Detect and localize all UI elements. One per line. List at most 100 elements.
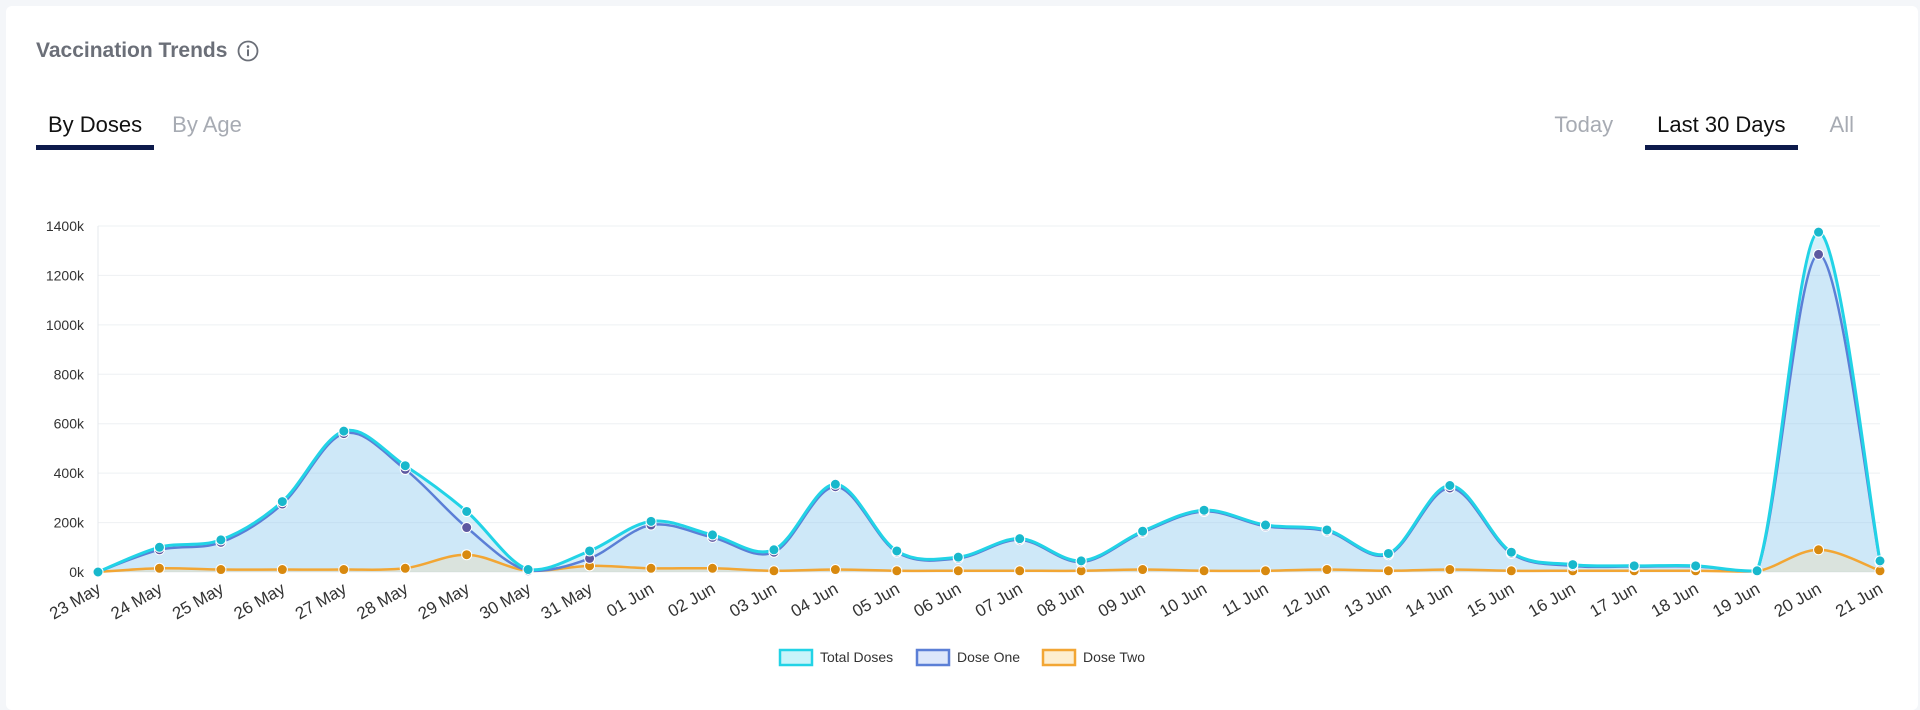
total-doses-point	[276, 496, 288, 508]
vaccination-trends-card: Vaccination Trends By Doses By Age Today…	[6, 6, 1918, 710]
total-doses-point	[1813, 226, 1825, 238]
x-tick-label: 23 May	[46, 579, 104, 624]
x-tick-label: 27 May	[292, 579, 350, 624]
x-tick-label: 12 Jun	[1279, 579, 1333, 621]
dose-two-point	[1260, 565, 1272, 577]
y-tick-label: 200k	[54, 515, 85, 531]
y-tick-label: 800k	[54, 366, 85, 382]
tab-all[interactable]: All	[1829, 112, 1854, 137]
total-doses-point	[1567, 559, 1579, 571]
total-doses-point	[1505, 546, 1517, 558]
total-doses-point	[399, 460, 411, 472]
x-tick-label: 02 Jun	[665, 579, 719, 621]
total-doses-point	[891, 545, 903, 557]
time-range-tabs: Today Last 30 Days All	[1522, 104, 1866, 150]
total-doses-point	[1382, 547, 1394, 559]
x-tick-label: 19 Jun	[1709, 579, 1763, 621]
x-tick-label: 20 Jun	[1771, 579, 1825, 621]
total-doses-point	[1198, 504, 1210, 516]
total-doses-point	[1014, 533, 1026, 545]
x-tick-label: 17 Jun	[1586, 579, 1640, 621]
x-tick-label: 28 May	[353, 579, 411, 624]
dose-two-point	[1198, 565, 1210, 577]
dose-two-point	[706, 562, 718, 574]
x-tick-label: 01 Jun	[603, 579, 657, 621]
y-tick-label: 1200k	[46, 267, 85, 283]
total-doses-point	[768, 544, 780, 556]
total-doses-point	[461, 505, 473, 517]
dose-one-area	[98, 254, 1880, 572]
x-tick-label: 09 Jun	[1095, 579, 1149, 621]
card-header: Vaccination Trends	[36, 39, 259, 63]
x-tick-label: 21 Jun	[1832, 579, 1886, 621]
legend-dose-one-swatch	[915, 648, 951, 667]
total-doses-point	[645, 515, 657, 527]
dose-two-point	[215, 564, 227, 576]
x-tick-label: 24 May	[108, 579, 166, 624]
total-doses-point	[952, 551, 964, 563]
dose-one-point	[1813, 248, 1825, 260]
tab-by-doses[interactable]: By Doses	[36, 104, 155, 150]
y-tick-label: 0k	[69, 564, 85, 580]
legend-total-doses-label: Total Doses	[820, 649, 893, 665]
x-tick-label: 08 Jun	[1033, 579, 1087, 621]
dose-two-point	[1321, 564, 1333, 576]
card-title: Vaccination Trends	[36, 39, 228, 62]
total-doses-point	[153, 541, 165, 553]
total-doses-point	[1690, 560, 1702, 572]
x-tick-label: 18 Jun	[1648, 579, 1702, 621]
y-tick-label: 400k	[54, 465, 85, 481]
dose-two-point	[1813, 544, 1825, 556]
total-doses-point	[92, 566, 104, 578]
dose-two-point	[829, 564, 841, 576]
x-tick-label: 29 May	[415, 579, 473, 624]
dose-two-point	[1382, 565, 1394, 577]
total-doses-point	[338, 425, 350, 437]
tab-today[interactable]: Today	[1554, 112, 1614, 137]
dose-two-point	[276, 564, 288, 576]
total-doses-point	[829, 478, 841, 490]
x-tick-label: 14 Jun	[1402, 579, 1456, 621]
x-tick-label: 03 Jun	[726, 579, 780, 621]
y-tick-label: 1000k	[46, 317, 85, 333]
dose-two-point	[891, 565, 903, 577]
y-tick-label: 600k	[54, 416, 85, 432]
x-tick-label: 30 May	[476, 579, 534, 624]
dose-one-point	[461, 522, 473, 534]
legend-dose-one-label: Dose One	[957, 649, 1020, 665]
total-doses-point	[1321, 524, 1333, 536]
dose-two-point	[645, 562, 657, 574]
total-doses-point	[584, 545, 596, 557]
x-tick-label: 25 May	[169, 579, 227, 624]
dose-two-point	[952, 565, 964, 577]
tab-by-age[interactable]: By Age	[172, 112, 242, 137]
dose-age-tabs: By Doses By Age	[36, 104, 254, 150]
x-tick-label: 04 Jun	[788, 579, 842, 621]
total-doses-point	[1751, 565, 1763, 577]
dose-two-point	[1444, 564, 1456, 576]
legend-total-doses-swatch	[778, 648, 814, 667]
dose-two-point	[338, 564, 350, 576]
total-doses-point	[1137, 525, 1149, 537]
x-tick-label: 10 Jun	[1156, 579, 1210, 621]
x-tick-label: 31 May	[538, 579, 596, 624]
total-doses-point	[1874, 555, 1886, 567]
dose-two-point	[1014, 565, 1026, 577]
x-tick-label: 11 Jun	[1219, 579, 1272, 620]
x-tick-label: 13 Jun	[1341, 579, 1395, 621]
x-tick-label: 07 Jun	[972, 579, 1026, 621]
x-tick-label: 15 Jun	[1464, 579, 1518, 621]
dose-two-point	[153, 562, 165, 574]
dose-two-point	[1505, 565, 1517, 577]
total-doses-point	[1628, 560, 1640, 572]
dose-two-point	[768, 565, 780, 577]
total-doses-point	[1444, 480, 1456, 491]
x-tick-label: 26 May	[231, 579, 289, 624]
total-doses-point	[1260, 519, 1272, 531]
total-doses-point	[1075, 555, 1087, 567]
info-icon[interactable]	[237, 40, 259, 62]
dose-two-point	[1137, 564, 1149, 576]
total-doses-area	[98, 232, 1880, 573]
tab-last-30-days[interactable]: Last 30 Days	[1645, 104, 1798, 150]
total-doses-point	[215, 534, 227, 546]
